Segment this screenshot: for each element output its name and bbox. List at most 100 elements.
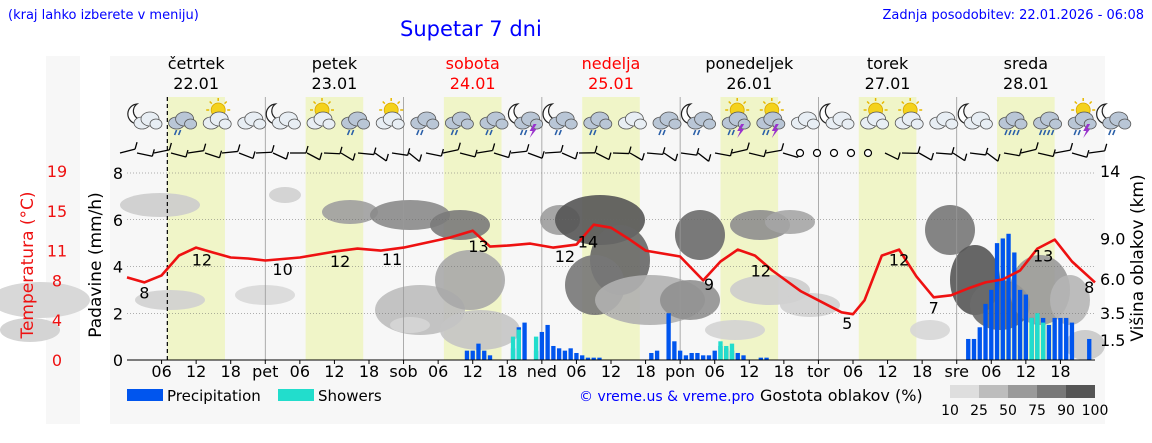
x-tick-label: 06 bbox=[290, 362, 310, 381]
wind-barb-flag bbox=[897, 152, 901, 160]
cloud-part bbox=[218, 118, 232, 130]
showers-bar bbox=[724, 345, 729, 360]
wind-barb-flag bbox=[746, 142, 750, 150]
precipitation-bar bbox=[470, 350, 475, 360]
rain-drop bbox=[692, 129, 697, 136]
precipitation-bar bbox=[482, 350, 487, 360]
day-name: ponedeljek bbox=[705, 54, 794, 73]
calm-wind-circle bbox=[795, 148, 805, 158]
rain-drop bbox=[1012, 129, 1016, 136]
cloud-density-area bbox=[675, 210, 725, 260]
wind-barb bbox=[1003, 152, 1020, 157]
precipitation-bar bbox=[574, 352, 579, 360]
cloud-density-area bbox=[0, 282, 90, 318]
cloud-icon bbox=[618, 111, 647, 130]
wind-barb bbox=[884, 152, 899, 161]
temperature-label: 8 bbox=[139, 283, 149, 302]
showers-bar bbox=[718, 341, 723, 360]
x-tick-label: pet bbox=[252, 362, 278, 381]
rain-drop bbox=[1077, 129, 1081, 136]
density-scale-label: 75 bbox=[1028, 403, 1046, 419]
wind-barb-flag bbox=[1052, 149, 1056, 157]
cloud-height-tick-label: 14 bbox=[1100, 162, 1120, 181]
region-hint[interactable]: (kraj lahko izberete v meniju) bbox=[8, 8, 199, 23]
precipitation-bar bbox=[758, 357, 763, 360]
temperature-tick-label: 8 bbox=[52, 271, 62, 290]
temperature-label: 13 bbox=[1033, 247, 1053, 266]
x-tick-label: ned bbox=[527, 362, 557, 381]
cloud-density-area bbox=[910, 320, 950, 340]
rain-drop bbox=[485, 129, 489, 136]
wind-barb-flag bbox=[541, 151, 545, 159]
rain-cloud-icon bbox=[652, 111, 682, 136]
rain-drop bbox=[731, 129, 735, 136]
precipitation-bar bbox=[1012, 252, 1017, 360]
rain-cloud-icon bbox=[583, 111, 613, 136]
cloud-height-tick-label: 3.5 bbox=[1100, 304, 1125, 323]
precipitation-bar bbox=[487, 355, 493, 360]
cloud-icon bbox=[237, 111, 267, 130]
wind-barb-flag bbox=[985, 147, 989, 156]
wind-barb bbox=[340, 152, 354, 161]
temperature-tick-label: 19 bbox=[47, 162, 67, 181]
precipitation-legend-label: Precipitation bbox=[167, 387, 261, 405]
temperature-label: 13 bbox=[468, 237, 488, 256]
wind-barb bbox=[391, 152, 408, 156]
rain-drop bbox=[420, 129, 424, 136]
wind-barb bbox=[918, 152, 932, 161]
precipitation-bar bbox=[551, 345, 556, 360]
cloud-icon bbox=[791, 111, 820, 130]
precipitation-bar bbox=[654, 350, 660, 360]
precipitation-bar bbox=[994, 243, 1000, 360]
showers-bar bbox=[516, 329, 521, 360]
sun-cloud-icon bbox=[202, 98, 232, 130]
cloud-part bbox=[703, 118, 716, 130]
sun-ray bbox=[382, 100, 386, 105]
temperature-label: 5 bbox=[842, 314, 852, 333]
sun-ray bbox=[327, 100, 332, 105]
temperature-axis-panel bbox=[46, 56, 80, 424]
rain-drop bbox=[662, 129, 666, 136]
sun-ray bbox=[743, 100, 747, 105]
rain-cloud-icon bbox=[168, 111, 198, 136]
cloud-density-area bbox=[435, 250, 505, 310]
wind-barb bbox=[527, 152, 543, 159]
wind-barb-flag bbox=[997, 154, 1001, 162]
precip-tick-label: 4 bbox=[113, 258, 123, 277]
precipitation-bar bbox=[689, 352, 694, 360]
wind-barb-flag bbox=[641, 153, 645, 161]
cloud-density-area bbox=[390, 317, 430, 333]
temperature-tick-label: 11 bbox=[47, 242, 67, 261]
wind-barb-flag bbox=[168, 142, 173, 151]
light-rain-icon bbox=[444, 111, 474, 136]
precipitation-bar bbox=[597, 357, 602, 360]
precip-axis-label: Padavine (mm/h) bbox=[86, 192, 106, 337]
wind-barb bbox=[952, 152, 966, 162]
wind-barb bbox=[493, 152, 509, 159]
rain-drop bbox=[450, 129, 455, 136]
precipitation-bar bbox=[706, 355, 712, 360]
wind-barb-flag bbox=[218, 150, 223, 158]
temperature-label: 10 bbox=[272, 260, 292, 279]
cloud-density-area bbox=[765, 210, 815, 234]
wind-barb bbox=[1071, 152, 1088, 158]
cloud-part bbox=[980, 118, 993, 130]
wind-barb-flag bbox=[729, 148, 734, 157]
wind-barb bbox=[1088, 150, 1105, 154]
precipitation-bar bbox=[677, 350, 683, 360]
precipitation-bar bbox=[966, 338, 971, 360]
wind-barb-flag bbox=[930, 152, 935, 161]
x-tick-label: 06 bbox=[566, 362, 586, 381]
showers-legend-label: Showers bbox=[318, 387, 382, 405]
wind-barb-flag bbox=[708, 154, 712, 162]
rain-drop bbox=[696, 129, 701, 136]
cloud-density-area bbox=[780, 293, 840, 317]
rain-drop bbox=[593, 129, 597, 136]
moon-rain-icon bbox=[542, 103, 578, 136]
cloud-density-area bbox=[705, 320, 765, 340]
x-tick-label: 18 bbox=[635, 362, 655, 381]
rain-drop bbox=[177, 129, 182, 136]
precipitation-bar bbox=[649, 352, 654, 360]
day-date: 27.01 bbox=[865, 74, 911, 93]
